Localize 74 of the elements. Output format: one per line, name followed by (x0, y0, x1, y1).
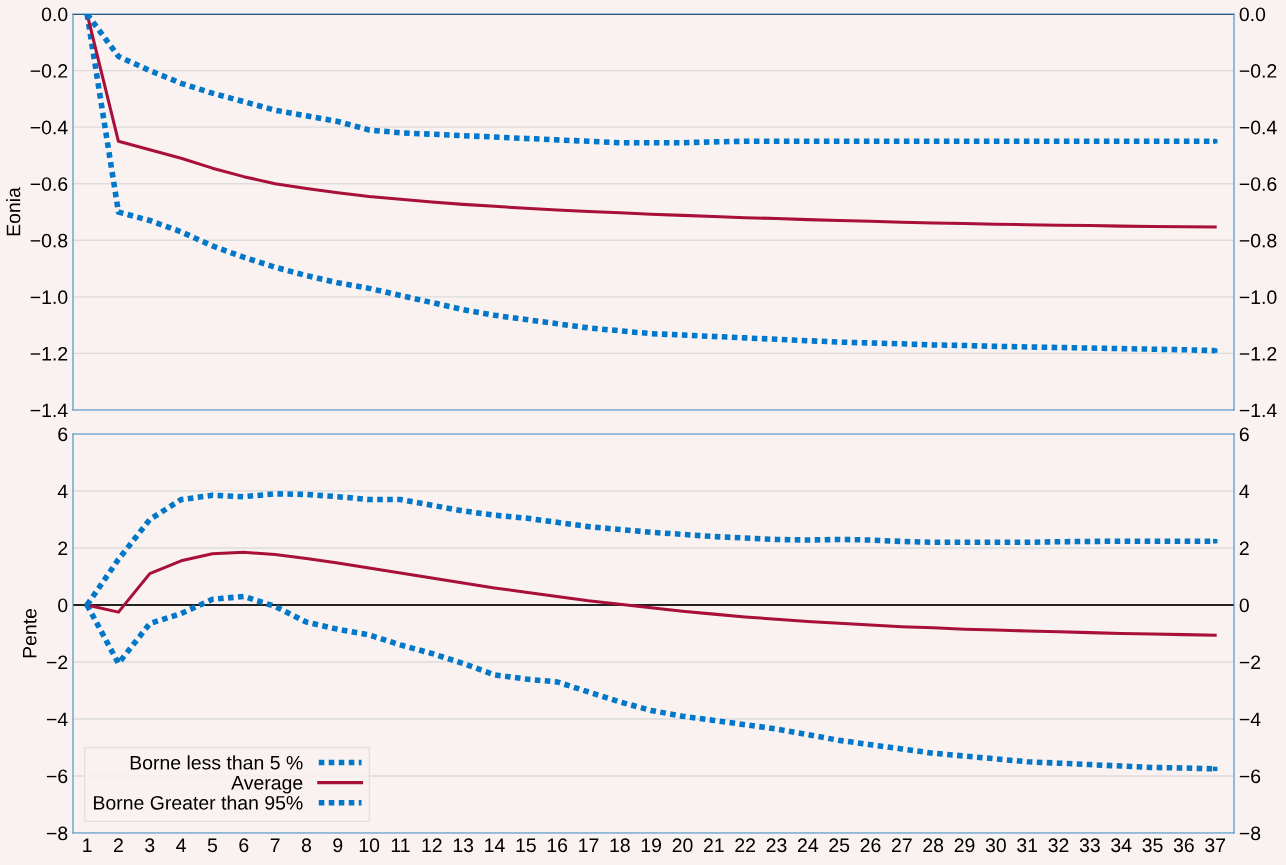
x-tick-label: 4 (176, 838, 186, 852)
x-tick-label: 30 (985, 838, 1006, 853)
y2-tick-label: −1.2 (1239, 346, 1277, 361)
y-axis-title: Pente (23, 608, 37, 658)
y2-tick-label: −4 (1239, 712, 1261, 727)
y-tick-label: −4 (46, 712, 68, 727)
y2-tick-label: 0 (1239, 598, 1249, 613)
x-tick-label: 25 (829, 838, 850, 853)
x-tick-label: 5 (207, 838, 218, 853)
y2-tick-label: 6 (1239, 427, 1249, 442)
y2-tick-label: 2 (1239, 541, 1249, 556)
legend-label: Borne Greater than 95% (94, 795, 303, 810)
x-tick-label: 36 (1173, 838, 1194, 853)
legend-label: Borne less than 5 % (130, 755, 303, 770)
y2-tick-label: −6 (1239, 769, 1261, 784)
x-tick-label: 26 (860, 838, 881, 853)
x-tick-label: 35 (1142, 838, 1163, 853)
x-tick-label: 14 (485, 838, 505, 852)
x-tick-label: 19 (641, 838, 662, 853)
x-tick-label: 21 (703, 838, 724, 852)
y2-tick-label: −2 (1239, 655, 1261, 670)
y-tick-label: 2 (58, 541, 68, 556)
y2-tick-label: −0.2 (1239, 64, 1277, 78)
y-tick-label: −0.6 (30, 177, 68, 191)
x-tick-label: 22 (735, 838, 755, 852)
y-tick-label: 0.0 (41, 7, 68, 22)
y-tick-label: 4 (57, 484, 68, 499)
legend-label: Average (231, 776, 303, 794)
x-tick-label: 32 (1048, 838, 1069, 853)
y2-tick-label: 0.0 (1239, 7, 1266, 22)
y2-tick-label: −1.0 (1239, 290, 1277, 305)
y-tick-label: −0.8 (30, 233, 68, 248)
y2-tick-label: −1.4 (1239, 403, 1277, 418)
x-tick-label: 18 (610, 838, 630, 853)
x-tick-label: 6 (239, 838, 249, 853)
y-tick-label: −1.2 (30, 346, 68, 361)
x-tick-label: 2 (114, 838, 123, 852)
x-tick-label: 28 (923, 838, 944, 853)
x-tick-label: 16 (547, 838, 568, 853)
y2-tick-label: 4 (1239, 484, 1250, 499)
x-tick-label: 37 (1205, 838, 1226, 853)
y2-tick-label: −8 (1239, 826, 1261, 841)
x-tick-label: 12 (422, 838, 442, 852)
y-tick-label: 0 (58, 598, 68, 613)
y-tick-label: −1.4 (30, 403, 68, 418)
x-tick-label: 27 (892, 838, 912, 852)
x-tick-label: 29 (954, 838, 975, 853)
x-tick-label: 8 (301, 838, 312, 853)
x-tick-label: 17 (579, 838, 599, 852)
y2-tick-label: −0.6 (1239, 177, 1277, 191)
x-tick-label: 24 (798, 838, 819, 852)
x-tick-label: 20 (672, 838, 693, 853)
x-tick-label: 31 (1017, 838, 1038, 853)
y-tick-label: −1.0 (30, 290, 68, 305)
y-tick-label: −6 (46, 769, 68, 784)
x-tick-label: 11 (391, 838, 410, 852)
x-tick-label: 9 (333, 838, 343, 853)
x-tick-label: 3 (145, 838, 155, 853)
x-tick-label: 10 (359, 838, 380, 853)
x-tick-label: 7 (270, 838, 280, 852)
y-tick-label: −0.2 (30, 64, 68, 78)
y-tick-label: 6 (58, 427, 68, 442)
y2-tick-label: −0.4 (1239, 120, 1277, 135)
y2-tick-label: −0.8 (1239, 233, 1277, 248)
x-tick-label: 23 (766, 838, 787, 853)
x-tick-label: 15 (516, 838, 536, 853)
x-tick-label: 13 (453, 838, 474, 853)
x-tick-label: 33 (1079, 838, 1100, 853)
x-tick-label: 1 (83, 838, 92, 852)
y-tick-label: −0.4 (30, 120, 68, 135)
y-axis-title: Eonia (6, 187, 21, 236)
y-tick-label: −8 (46, 826, 68, 841)
x-tick-label: 34 (1111, 838, 1132, 853)
y-tick-label: −2 (46, 655, 68, 670)
